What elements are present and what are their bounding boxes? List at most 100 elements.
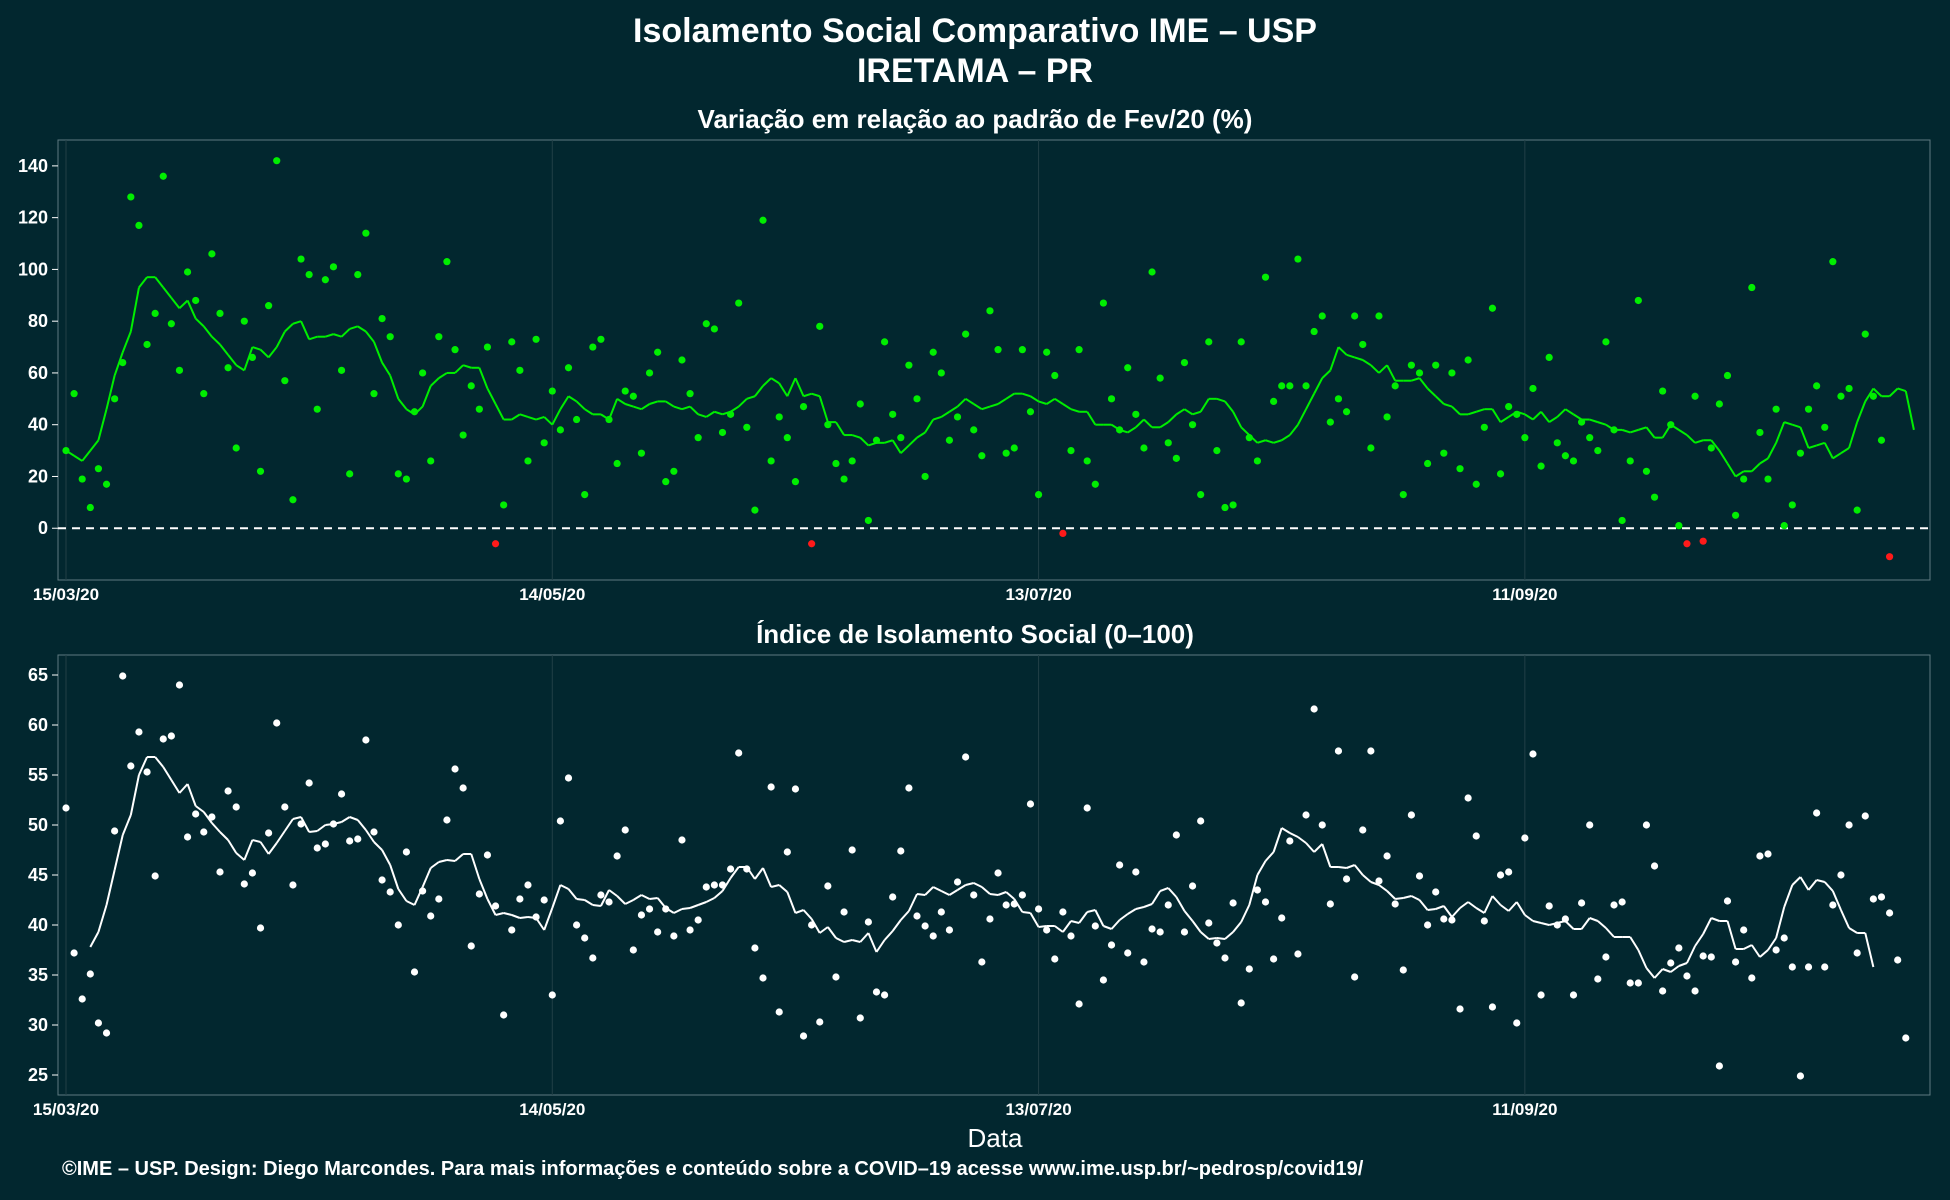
index-moving-average-segment <box>608 889 618 897</box>
variation-data-point <box>1334 395 1343 403</box>
variation-moving-average-segment <box>478 367 489 389</box>
variation-data-point <box>1302 382 1310 390</box>
variation-moving-average-segment <box>227 354 237 366</box>
variation-moving-average-segment <box>1475 408 1485 413</box>
variation-moving-average-segment <box>105 375 116 410</box>
index-moving-average-segment <box>1443 905 1453 918</box>
variation-moving-average-segment <box>1848 421 1859 449</box>
index-data-point <box>1286 837 1294 845</box>
variation-data-point <box>1107 395 1116 403</box>
variation-moving-average-segment <box>1678 429 1688 436</box>
variation-data-point <box>483 343 492 351</box>
variation-data-point <box>970 426 978 434</box>
variation-data-point <box>953 413 962 421</box>
index-moving-average-segment <box>373 841 383 851</box>
variation-moving-average-segment <box>1888 387 1899 397</box>
variation-data-point <box>1594 446 1602 455</box>
index-moving-average-segment <box>341 816 351 823</box>
variation-moving-average-segment <box>1159 421 1169 429</box>
index-moving-average-segment <box>1831 890 1842 911</box>
variation-moving-average-segment <box>1556 408 1567 418</box>
variation-data-point <box>532 335 540 343</box>
variation-data-point <box>1099 299 1108 307</box>
index-moving-average-segment <box>1386 890 1396 900</box>
index-data-point <box>1043 926 1051 934</box>
index-data-point <box>508 926 516 934</box>
index-data-point <box>346 837 354 845</box>
index-data-point <box>1618 898 1626 906</box>
variation-moving-average-segment <box>454 364 464 374</box>
index-moving-average-segment <box>916 893 926 896</box>
variation-data-point <box>1764 475 1772 483</box>
index-data-point <box>459 784 467 792</box>
variation-data-point <box>1569 457 1578 465</box>
index-moving-average-segment <box>1694 933 1704 947</box>
index-data-point <box>864 918 872 926</box>
index-data-point <box>775 1008 783 1016</box>
index-data-point <box>443 816 451 824</box>
index-data-point <box>1399 966 1407 974</box>
variation-moving-average-segment <box>1718 450 1729 465</box>
variation-moving-average-segment <box>575 400 586 410</box>
variation-data-point <box>265 302 273 310</box>
variation-data-point <box>1091 480 1099 488</box>
variation-data-point <box>1399 490 1407 499</box>
variation-data-point <box>1610 426 1618 434</box>
index-moving-average-segment <box>559 884 569 890</box>
index-data-point <box>1788 963 1796 971</box>
variation-data-point <box>556 426 564 434</box>
variation-data-point <box>783 434 791 442</box>
variation-data-point <box>702 320 710 328</box>
index-data-point <box>597 891 605 899</box>
index-data-point <box>726 865 735 873</box>
index-moving-average-segment <box>859 932 870 943</box>
index-data-point <box>840 908 848 916</box>
variation-data-point <box>1034 490 1043 499</box>
index-data-point <box>1180 928 1189 936</box>
index-moving-average-segment <box>924 886 934 896</box>
index-data-point <box>1756 852 1764 860</box>
index-moving-average-segment <box>1524 914 1534 922</box>
index-data-point <box>1188 882 1197 890</box>
variation-moving-average-segment <box>170 297 181 309</box>
index-data-point <box>1837 871 1845 879</box>
variation-moving-average-segment <box>1192 410 1201 416</box>
variation-moving-average-segment <box>357 325 367 333</box>
variation-moving-average-segment <box>559 395 570 410</box>
variation-data-point <box>1780 522 1788 530</box>
variation-plot-area <box>57 139 1931 581</box>
variation-moving-average-segment <box>81 449 92 462</box>
variation-moving-average-segment <box>162 286 173 299</box>
index-moving-average-segment <box>673 908 683 914</box>
index-moving-average-segment <box>1629 936 1640 951</box>
variation-data-point <box>1310 327 1318 336</box>
index-data-point <box>1829 901 1837 909</box>
variation-moving-average-segment <box>859 436 870 447</box>
index-y-tick-label: 55 <box>28 765 48 785</box>
index-data-point <box>1253 886 1262 894</box>
variation-data-point <box>1253 457 1262 465</box>
index-moving-average-segment <box>1264 851 1275 862</box>
index-moving-average-segment <box>948 889 959 896</box>
variation-y-tick-label: 120 <box>18 208 48 228</box>
index-moving-average-segment <box>1208 937 1218 940</box>
index-data-point <box>1894 956 1902 964</box>
variation-data-point <box>1715 400 1723 408</box>
index-data-point <box>564 774 573 782</box>
variation-data-point <box>1010 444 1018 452</box>
index-data-point <box>581 934 589 942</box>
variation-data-point <box>816 322 824 330</box>
x-axis-label: Data <box>967 1123 1023 1153</box>
index-data-point <box>370 828 378 836</box>
index-data-point <box>1107 941 1116 949</box>
variation-data-point <box>1278 382 1286 390</box>
variation-data-point <box>986 307 994 315</box>
variation-moving-average-segment <box>705 410 715 418</box>
variation-moving-average-segment <box>900 444 910 454</box>
variation-moving-average-segment <box>965 397 975 405</box>
variation-data-point <box>1788 501 1796 509</box>
index-data-point <box>1683 972 1691 980</box>
index-data-point <box>183 833 192 841</box>
